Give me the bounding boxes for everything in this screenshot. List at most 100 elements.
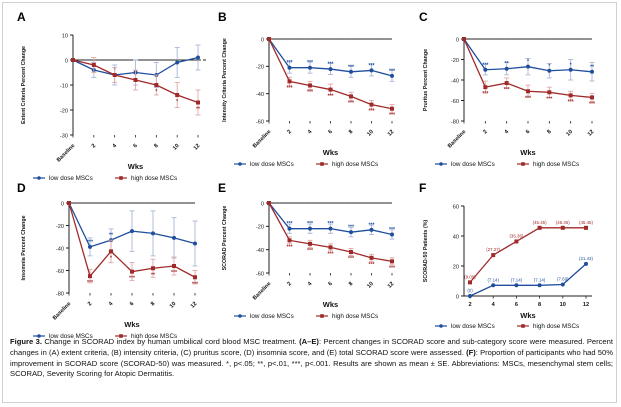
panel-a-x-tick-label: Baseline bbox=[56, 143, 77, 164]
panel-e-sig-low: *** bbox=[348, 225, 355, 231]
panel-a-sig-low: * bbox=[114, 68, 117, 74]
panel-e-y-tick-label: -20 bbox=[256, 225, 264, 231]
panel-f-point-low bbox=[468, 294, 472, 298]
panel-e-sig-high: *** bbox=[368, 262, 375, 268]
panel-c-x-tick-label: Baseline bbox=[447, 129, 468, 150]
panel-a-x-tick-label: 2 bbox=[91, 143, 97, 149]
panel-f-line-low bbox=[469, 263, 587, 297]
panel-a-y-tick-label: -30 bbox=[60, 133, 68, 139]
panel-b-y-tick-label: -40 bbox=[256, 92, 264, 98]
panel-a-y-tick-label: 10 bbox=[62, 33, 68, 39]
panel-b-legend-label-high: high dose MSCs bbox=[332, 161, 378, 168]
panel-f-value-label-low: (7.69) bbox=[557, 276, 569, 281]
panel-c-sig-low: ** bbox=[505, 61, 510, 67]
panel-a-legend-label-high: high dose MSCs bbox=[131, 175, 177, 182]
panel-b-sig-low: *** bbox=[307, 60, 314, 66]
panel-b-legend-marker-high bbox=[320, 162, 324, 166]
figure-caption: Figure 3. Change in SCORAD index by huma… bbox=[10, 337, 613, 380]
panel-f-point-high bbox=[560, 225, 565, 230]
panel-d-point-high bbox=[67, 201, 71, 205]
panel-e-point-low bbox=[369, 227, 374, 232]
panel-f-point-low bbox=[584, 261, 588, 266]
panel-c-letter: C bbox=[419, 10, 428, 24]
panel-a-y-tick-label: 0 bbox=[65, 58, 68, 64]
panel-b-point-high bbox=[328, 87, 333, 92]
panel-d-x-tick-label: 10 bbox=[169, 301, 178, 310]
panel-e-y-tick-label: -60 bbox=[256, 271, 264, 277]
panel-c-x-tick-label: 10 bbox=[565, 129, 574, 138]
panel-a-y-title: Extent Criteria Percent Change bbox=[21, 46, 27, 124]
panel-e-x-title: Wks bbox=[323, 300, 338, 309]
panel-c-legend-label-high: high dose MSCs bbox=[533, 161, 579, 168]
panel-b-point-low bbox=[369, 68, 374, 73]
panel-a-chart: A 10 0 -10 -20 -30 Baseline 2 4 6 8 10 12 Wks Extent C… bbox=[17, 10, 206, 182]
panel-f-value-label-low: (7.14) bbox=[487, 277, 499, 282]
panel-c-x-tick-label: 12 bbox=[587, 129, 596, 138]
panel-f-legend-label-low: low dose MSCs bbox=[451, 323, 495, 330]
panel-b-point-low bbox=[390, 73, 394, 78]
caption-a-e-text: : Percent changes in SCORAD score and su… bbox=[10, 337, 613, 357]
panel-a-point-high bbox=[175, 93, 180, 97]
panel-d-point-high bbox=[172, 264, 176, 268]
panel-f-point-high bbox=[537, 225, 542, 230]
panel-c-sig-high: *** bbox=[504, 87, 511, 93]
panel-e-x-tick-label: 12 bbox=[387, 281, 396, 290]
panel-a-point-high bbox=[154, 83, 159, 87]
panel-f-y-tick-label: 60 bbox=[453, 204, 459, 210]
panel-c-x-tick-label: 2 bbox=[482, 129, 488, 135]
panel-d-point-low bbox=[130, 229, 134, 234]
panel-a-point-low bbox=[196, 55, 200, 60]
panel-c-y-tick-label: 0 bbox=[456, 37, 459, 43]
caption-a-e-label: (A–E) bbox=[299, 337, 319, 346]
panel-c-y-title: Pruritus Percent Change bbox=[423, 49, 429, 111]
panel-d-point-high bbox=[151, 266, 155, 271]
panel-f-y-tick-label: 20 bbox=[453, 264, 459, 270]
panel-d-x-tick-label: 6 bbox=[129, 301, 135, 307]
panel-d-sig-high: *** bbox=[129, 276, 136, 282]
panel-d-y-tick-label: -20 bbox=[56, 224, 64, 230]
panel-e-point-low bbox=[308, 226, 312, 231]
panel-f-point-high bbox=[584, 225, 588, 230]
panel-c-sig-high: *** bbox=[482, 91, 489, 97]
panel-c-point-low bbox=[568, 67, 573, 72]
panel-f-y-tick-label: 40 bbox=[453, 234, 459, 240]
panel-e-sig-low: *** bbox=[286, 221, 293, 227]
caption-intro: Change in SCORAD index by human umbilica… bbox=[41, 337, 300, 346]
panel-e-legend-marker-low bbox=[238, 314, 242, 318]
panel-f-legend-label-high: high dose MSCs bbox=[533, 323, 579, 330]
panel-b-point-low bbox=[287, 65, 292, 70]
panel-b-y-tick-label: -60 bbox=[256, 119, 264, 125]
panel-d-point-low bbox=[88, 244, 92, 249]
panel-c-y-tick-label: -60 bbox=[451, 99, 459, 105]
panel-e-y-tick-label: 0 bbox=[261, 201, 264, 207]
panel-f-x-tick-label: 12 bbox=[583, 302, 589, 308]
panel-f-x-tick-label: 6 bbox=[515, 302, 518, 308]
panel-e-sig-low: *** bbox=[368, 222, 375, 228]
panel-c-point-high bbox=[483, 85, 488, 90]
panel-a-x-tick-label: 10 bbox=[172, 143, 181, 152]
panel-f-value-label-high: (9.09) bbox=[464, 274, 476, 279]
panel-e-sig-low: *** bbox=[327, 221, 334, 227]
panel-b-point-high bbox=[308, 83, 312, 88]
panel-c-legend-label-low: low dose MSCs bbox=[451, 161, 495, 168]
panel-a-y-tick-label: -20 bbox=[60, 108, 68, 114]
panel-d-x-tick-label: 8 bbox=[150, 301, 156, 307]
panel-f-value-label-high: (45.45) bbox=[533, 220, 547, 225]
panel-b-x-tick-label: Baseline bbox=[252, 129, 273, 150]
panel-c-legend-marker-low bbox=[439, 162, 443, 166]
panel-d-legend-marker-high bbox=[119, 334, 123, 338]
panel-c-point-low bbox=[547, 68, 552, 73]
panel-b-legend-label-low: low dose MSCs bbox=[250, 161, 294, 168]
panel-e-point-low bbox=[287, 226, 292, 231]
panel-d-y-title: Insomnia Percent Change bbox=[21, 215, 27, 280]
panel-a-legend-label-low: low dose MSCs bbox=[49, 175, 93, 182]
panel-d-sig-high: *** bbox=[192, 281, 199, 287]
panel-b-point-high bbox=[369, 102, 374, 107]
panel-c-sig-low: ** bbox=[590, 64, 595, 70]
panel-d-point-low bbox=[172, 235, 176, 240]
panel-c-x-tick-label: 8 bbox=[546, 129, 552, 135]
panel-d-y-tick-label: -40 bbox=[56, 246, 64, 252]
panel-f-point-high bbox=[514, 239, 519, 244]
panel-a-point-low bbox=[175, 60, 180, 65]
panel-e-point-high bbox=[390, 259, 394, 264]
